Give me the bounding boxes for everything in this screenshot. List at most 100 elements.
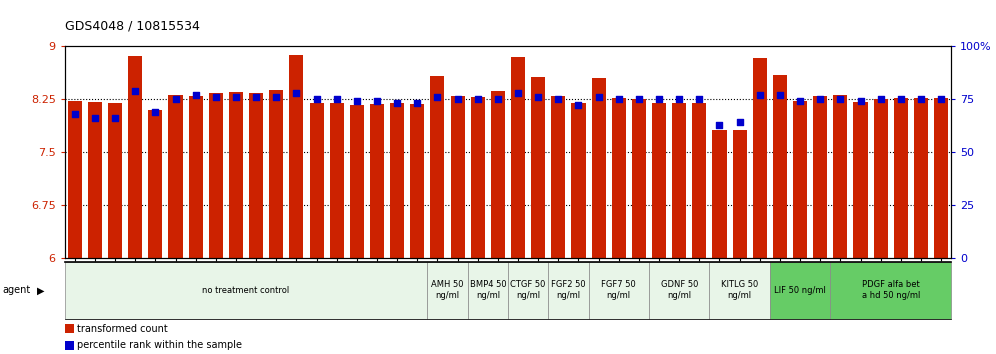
Bar	[770, 262, 831, 319]
Point	[853, 98, 869, 104]
Point	[711, 122, 727, 127]
Point	[551, 96, 567, 102]
Point	[289, 90, 305, 96]
Bar	[551, 96, 566, 258]
Point	[409, 101, 425, 106]
Bar	[773, 75, 787, 258]
Bar	[733, 130, 747, 258]
Bar	[753, 58, 767, 258]
Point	[208, 94, 224, 100]
Bar	[934, 98, 948, 258]
Bar	[128, 56, 142, 258]
Bar	[692, 103, 706, 258]
Bar	[168, 95, 182, 258]
Bar	[290, 55, 304, 258]
Text: ▶: ▶	[37, 285, 45, 295]
Bar	[589, 262, 649, 319]
Point	[370, 98, 385, 104]
Point	[127, 88, 143, 93]
Bar	[209, 93, 223, 258]
Point	[591, 94, 607, 100]
Bar	[88, 102, 102, 258]
Point	[833, 96, 849, 102]
Bar	[893, 98, 908, 258]
Bar	[649, 262, 709, 319]
Bar	[491, 91, 505, 258]
Text: KITLG 50
ng/ml: KITLG 50 ng/ml	[721, 280, 758, 300]
Bar	[854, 102, 868, 258]
Bar	[652, 103, 666, 258]
Point	[691, 96, 707, 102]
Point	[913, 96, 929, 102]
Text: FGF7 50
ng/ml: FGF7 50 ng/ml	[602, 280, 636, 300]
Bar	[631, 99, 646, 258]
Bar	[612, 98, 625, 258]
Text: no treatment control: no treatment control	[202, 286, 290, 295]
Text: PDGF alfa bet
a hd 50 ng/ml: PDGF alfa bet a hd 50 ng/ml	[862, 280, 920, 300]
Point	[732, 120, 748, 125]
Bar	[68, 101, 82, 258]
Bar	[330, 103, 344, 258]
Bar	[709, 262, 770, 319]
Point	[147, 109, 163, 115]
Point	[389, 101, 405, 106]
Bar	[65, 324, 74, 333]
Point	[510, 90, 526, 96]
Bar	[793, 101, 807, 258]
Bar	[310, 103, 324, 258]
Point	[67, 111, 83, 117]
Bar	[148, 110, 162, 258]
Bar	[548, 262, 589, 319]
Bar	[108, 103, 123, 258]
Point	[611, 96, 626, 102]
Point	[530, 94, 546, 100]
Point	[892, 96, 908, 102]
Bar	[471, 97, 485, 258]
Text: percentile rank within the sample: percentile rank within the sample	[78, 340, 242, 350]
Bar	[427, 262, 468, 319]
Text: FGF2 50
ng/ml: FGF2 50 ng/ml	[551, 280, 586, 300]
Bar	[813, 96, 828, 258]
Point	[872, 96, 888, 102]
Text: LIF 50 ng/ml: LIF 50 ng/ml	[774, 286, 826, 295]
Point	[187, 92, 203, 98]
Bar	[831, 262, 951, 319]
Point	[571, 103, 587, 108]
Bar	[350, 105, 364, 258]
Point	[167, 96, 183, 102]
Point	[630, 96, 646, 102]
Point	[228, 94, 244, 100]
Point	[329, 96, 345, 102]
Point	[349, 98, 365, 104]
Point	[651, 96, 667, 102]
Bar	[572, 103, 586, 258]
Point	[792, 98, 808, 104]
Bar	[712, 130, 726, 258]
Text: BMP4 50
ng/ml: BMP4 50 ng/ml	[469, 280, 506, 300]
Bar	[269, 90, 283, 258]
Bar	[508, 262, 548, 319]
Bar	[65, 262, 427, 319]
Text: agent: agent	[2, 285, 30, 295]
Text: transformed count: transformed count	[78, 324, 168, 334]
Bar	[592, 78, 606, 258]
Point	[108, 115, 124, 121]
Bar	[914, 98, 928, 258]
Point	[309, 96, 325, 102]
Point	[248, 94, 264, 100]
Bar	[468, 262, 508, 319]
Bar	[873, 99, 887, 258]
Point	[813, 96, 829, 102]
Text: CTGF 50
ng/ml: CTGF 50 ng/ml	[510, 280, 546, 300]
Point	[933, 96, 949, 102]
Bar	[370, 104, 384, 258]
Bar	[229, 92, 243, 258]
Text: GDS4048 / 10815534: GDS4048 / 10815534	[65, 19, 199, 33]
Bar	[249, 93, 263, 258]
Bar	[531, 77, 545, 258]
Text: GDNF 50
ng/ml: GDNF 50 ng/ml	[660, 280, 698, 300]
Point	[87, 115, 103, 121]
Bar	[65, 341, 74, 350]
Point	[449, 96, 465, 102]
Point	[752, 92, 768, 98]
